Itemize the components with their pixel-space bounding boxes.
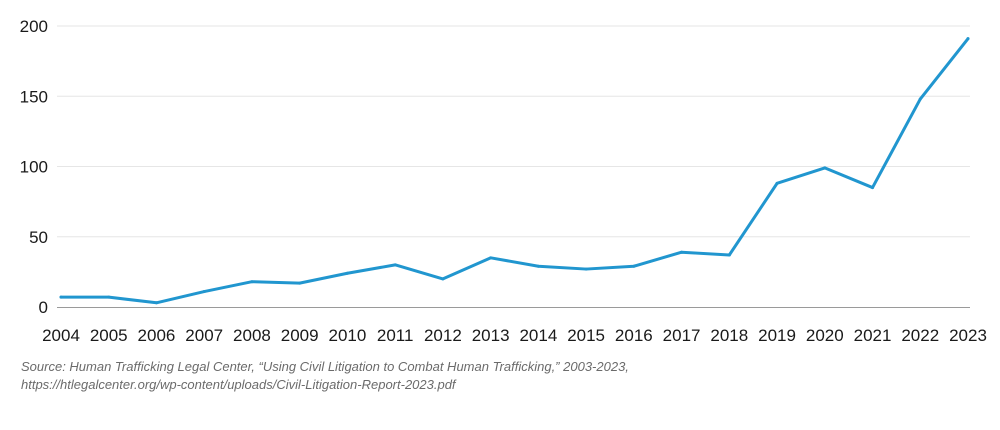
data-point <box>632 264 636 268</box>
x-tick-label: 2006 <box>138 326 176 345</box>
line-chart: 0 50 100 150 200 2004 2005 2006 2007 2008 2009 201… <box>20 17 987 345</box>
x-tick-label: 2014 <box>519 326 557 345</box>
x-tick-label: 2015 <box>567 326 605 345</box>
x-tick-label: 2016 <box>615 326 653 345</box>
y-tick-label: 150 <box>20 87 48 106</box>
x-tick-label: 2012 <box>424 326 462 345</box>
data-point <box>441 277 445 281</box>
x-tick-label: 2019 <box>758 326 796 345</box>
y-tick-label: 50 <box>29 228 48 247</box>
y-tick-label: 200 <box>20 17 48 36</box>
series-layer <box>59 37 970 305</box>
gridlines <box>57 25 970 238</box>
x-tick-label: 2021 <box>854 326 892 345</box>
data-point <box>345 271 349 275</box>
data-point <box>250 280 254 284</box>
source-note: Source: Human Trafficking Legal Center, … <box>21 358 981 394</box>
x-tick-label: 2010 <box>329 326 367 345</box>
data-point <box>202 290 206 294</box>
data-point <box>107 295 111 299</box>
x-tick-label: 2023 <box>949 326 987 345</box>
data-point <box>536 264 540 268</box>
x-axis-tick-labels: 2004 2005 2006 2007 2008 2009 2010 2011 2012 2013… <box>42 326 987 345</box>
series-line <box>59 37 970 305</box>
x-tick-label: 2022 <box>901 326 939 345</box>
x-tick-label: 2020 <box>806 326 844 345</box>
data-point <box>823 166 827 170</box>
data-point <box>966 37 970 41</box>
data-point <box>727 253 731 257</box>
x-tick-label: 2018 <box>710 326 748 345</box>
y-axis-tick-labels: 0 50 100 150 200 <box>20 17 48 317</box>
data-point <box>775 181 779 185</box>
x-tick-label: 2017 <box>663 326 701 345</box>
source-citation: Source: Human Trafficking Legal Center, … <box>21 359 629 374</box>
x-tick-label: 2007 <box>185 326 223 345</box>
data-point <box>154 301 158 305</box>
y-tick-label: 0 <box>39 298 48 317</box>
x-tick-label: 2009 <box>281 326 319 345</box>
x-tick-label: 2005 <box>90 326 128 345</box>
source-url: https://htlegalcenter.org/wp-content/upl… <box>21 377 456 392</box>
y-tick-label: 100 <box>20 158 48 177</box>
data-point <box>918 97 922 101</box>
data-point <box>680 250 684 254</box>
data-point <box>584 267 588 271</box>
data-point <box>871 186 875 190</box>
x-tick-label: 2013 <box>472 326 510 345</box>
data-point <box>393 263 397 267</box>
x-tick-label: 2008 <box>233 326 271 345</box>
data-point <box>298 281 302 285</box>
x-tick-label: 2004 <box>42 326 80 345</box>
x-tick-label: 2011 <box>377 326 414 345</box>
data-point <box>489 256 493 260</box>
data-point <box>59 295 63 299</box>
